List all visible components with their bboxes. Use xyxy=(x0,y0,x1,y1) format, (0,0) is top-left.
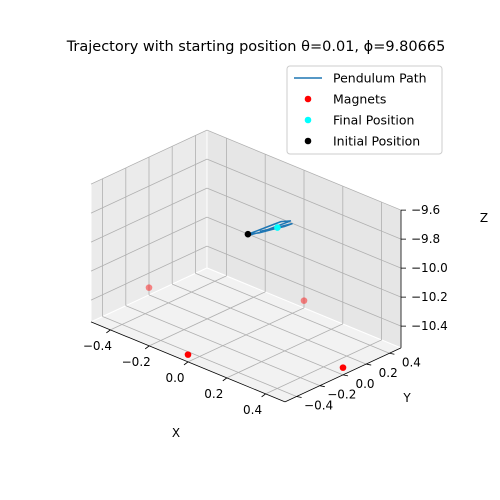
x-tick-label: −0.4 xyxy=(83,339,112,353)
z-tick-label: −10.4 xyxy=(411,319,448,333)
y-tick-mark xyxy=(366,363,372,366)
x-tick-label: −0.2 xyxy=(122,355,151,369)
tick-labels: −0.4−0.20.00.20.4 −0.4−0.20.00.20.4−9.6−9… xyxy=(83,203,448,417)
z-tick-label: −9.8 xyxy=(411,232,440,246)
y-tick-label: −0.2 xyxy=(327,388,356,402)
x-tick-mark xyxy=(261,393,266,398)
x-tick-label: 0.2 xyxy=(204,387,223,401)
magnets-point xyxy=(184,351,192,358)
legend-frame xyxy=(286,65,443,155)
grid-line-y-floor xyxy=(125,305,320,387)
y-tick-mark xyxy=(319,385,325,388)
y-tick-label: 0.4 xyxy=(402,355,421,369)
x-tick-label: 0.0 xyxy=(165,371,184,385)
plot-area xyxy=(145,220,347,371)
z-tick-label: −10.2 xyxy=(411,290,448,304)
y-tick-mark xyxy=(389,352,395,355)
x-axis-label: X xyxy=(172,426,180,440)
grid-line-y-floor xyxy=(148,294,344,376)
magnets-point xyxy=(300,297,308,304)
pendulum-path-line xyxy=(247,220,293,236)
x-tick-mark xyxy=(222,377,228,382)
y-tick-label: 0.0 xyxy=(355,377,374,391)
final-position-point xyxy=(274,224,281,231)
y-tick-mark xyxy=(296,396,302,398)
z-axis-label: Z xyxy=(480,211,488,225)
magnets-point xyxy=(145,284,153,291)
grid-line-y-floor xyxy=(195,272,390,354)
y-tick-label: −0.4 xyxy=(304,398,333,412)
legend: Pendulum Path Magnets Final Position Initia… xyxy=(286,65,443,155)
grid-line-z-back xyxy=(206,245,402,327)
y-tick-mark xyxy=(342,374,349,377)
legend-label-initial-position: Initial Position xyxy=(333,134,420,149)
grid-line-z-left xyxy=(90,216,208,272)
x-tick-mark xyxy=(106,329,111,334)
grid-lines xyxy=(90,129,402,397)
legend-label-magnets: Magnets xyxy=(333,92,386,107)
legend-label-final-position: Final Position xyxy=(333,113,414,128)
legend-swatch-initial-position xyxy=(304,137,312,145)
y-axis-label: Y xyxy=(402,391,411,405)
legend-label-pendulum-path: Pendulum Path xyxy=(333,71,427,86)
x-tick-mark xyxy=(183,361,189,366)
z-tick-label: −9.6 xyxy=(411,203,440,217)
grid-line-z-left xyxy=(90,245,208,301)
grid-line-z-left xyxy=(90,187,208,243)
grid-line-z-back xyxy=(206,129,402,211)
legend-swatch-magnets xyxy=(304,95,312,103)
grid-line-z-back xyxy=(206,158,402,240)
grid-line-y-floor xyxy=(172,283,367,365)
grid-line-z-back xyxy=(206,216,402,298)
initial-position-point xyxy=(244,230,252,238)
x-tick-label: 0.4 xyxy=(243,403,262,417)
legend-swatch-final-position xyxy=(304,116,312,124)
x-tick-mark xyxy=(144,345,150,350)
grid-line-z-back xyxy=(206,187,402,269)
y-tick-label: 0.2 xyxy=(379,366,398,380)
z-tick-label: −10.0 xyxy=(411,261,448,275)
grid-line-y-floor xyxy=(102,316,297,397)
grid-line-z-left xyxy=(90,158,208,214)
magnets-point xyxy=(339,364,347,371)
grid-line-z-left xyxy=(90,129,208,185)
chart-title: Trajectory with starting position θ=0.01… xyxy=(66,39,446,55)
